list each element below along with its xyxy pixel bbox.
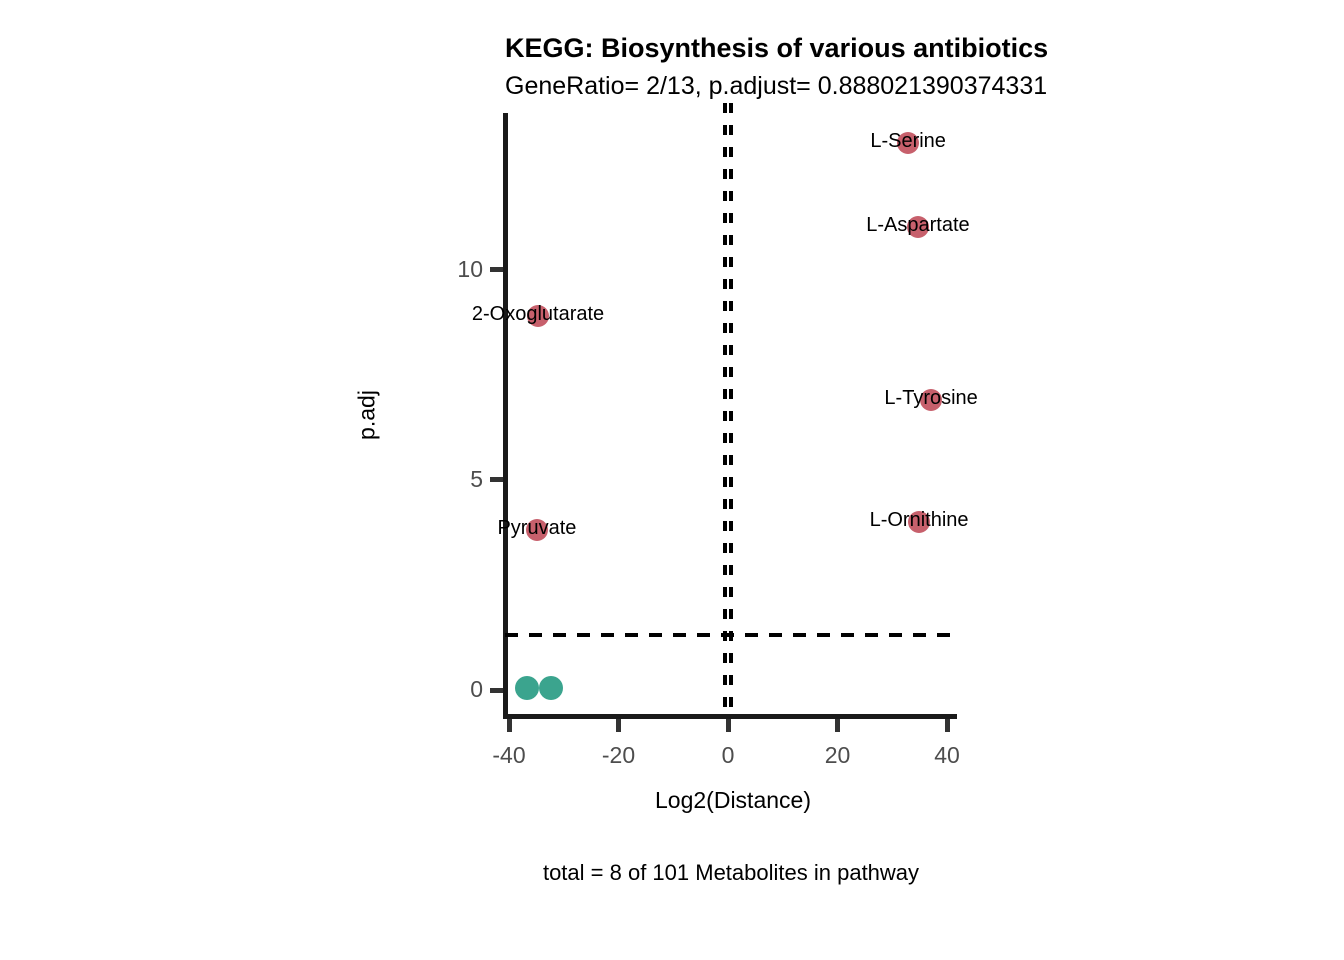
x-axis-tick [944, 719, 950, 732]
data-point-label: L-Ornithine [869, 508, 969, 531]
caption: total = 8 of 101 Metabolites in pathway [542, 860, 920, 885]
x-axis-tick-label: 40 [934, 742, 960, 768]
y-axis-tick [490, 477, 503, 483]
y-axis-tick [490, 687, 503, 693]
x-axis-tick [835, 719, 840, 732]
data-point-label: L-Tyrosine [884, 386, 978, 409]
x-axis-tick [616, 719, 621, 732]
data-point-label: L-Serine [870, 130, 946, 153]
x-axis-tick-label: -40 [492, 742, 526, 768]
x-axis-label: Log2(Distance) [655, 787, 811, 813]
chart-subtitle: GeneRatio= 2/13, p.adjust= 0.88802139037… [505, 72, 1048, 100]
chart-title: KEGG: Biosynthesis of various antibiotic… [505, 33, 1049, 63]
data-point [906, 216, 929, 239]
data-point [525, 519, 548, 542]
x-axis-tick [506, 719, 512, 732]
threshold-line-vertical [729, 103, 734, 714]
x-axis-tick [725, 719, 731, 732]
x-axis-tick-label: -20 [601, 742, 636, 768]
y-axis-tick-label: 10 [457, 255, 483, 282]
data-point-label: L-Aspartate [866, 214, 970, 237]
data-point [897, 132, 920, 155]
y-axis-line [503, 113, 508, 719]
x-axis-line [503, 714, 957, 719]
data-point [920, 388, 943, 411]
data-point [527, 304, 550, 327]
y-axis-label: p.adj [353, 390, 380, 440]
data-point [515, 675, 540, 700]
y-axis-tick-label: 0 [470, 676, 483, 702]
data-point [908, 510, 931, 533]
x-axis-tick-label: 20 [824, 742, 851, 768]
y-axis-tick [490, 267, 503, 272]
y-axis-tick-label: 5 [470, 465, 483, 492]
x-axis-tick-label: 0 [721, 742, 735, 768]
data-point-label: 2-Oxoglutarate [471, 302, 605, 325]
threshold-line-vertical [722, 103, 727, 714]
data-point [539, 675, 564, 700]
data-point-label: Pyruvate [497, 517, 577, 540]
